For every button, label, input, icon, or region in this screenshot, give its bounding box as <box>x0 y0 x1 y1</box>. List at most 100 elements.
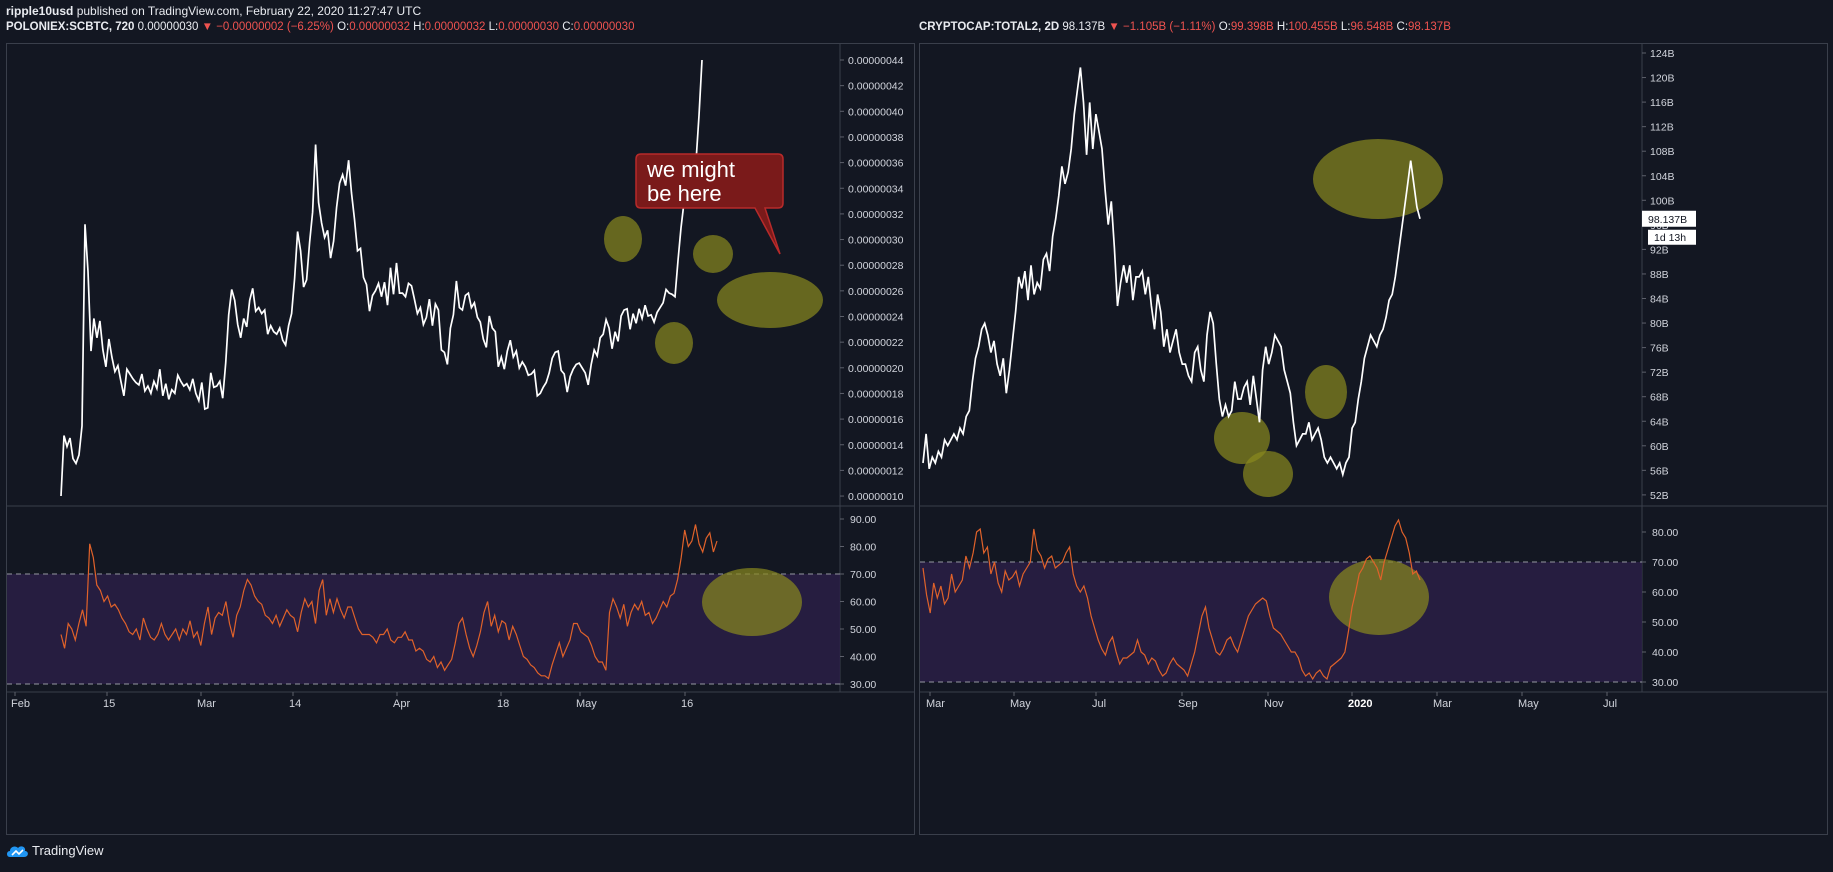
price-tick-label: 80B <box>1650 318 1669 330</box>
highlight-ellipse <box>1214 412 1270 464</box>
rsi-tick-label: 50.00 <box>1652 617 1678 629</box>
price-series-line <box>922 67 1421 478</box>
right-h-label: H: <box>1276 21 1289 33</box>
rsi-tick-label: 30.00 <box>850 679 876 691</box>
price-tick-label: 0.00000030 <box>848 235 904 247</box>
price-tick-label: 100B <box>1650 195 1675 207</box>
last-price-label: 98.137B <box>1648 214 1687 226</box>
right-change: ▼ −1.105B (−1.11%) <box>1108 21 1216 33</box>
price-tick-label: 0.00000022 <box>848 337 904 349</box>
left-h-label: H: <box>413 21 425 33</box>
left-close: 0.00000030 <box>573 21 635 33</box>
left-symbol[interactable]: POLONIEX:SCBTC, 720 <box>6 21 135 33</box>
countdown-box <box>1648 229 1696 245</box>
left-c-label: C: <box>562 21 574 33</box>
rsi-highlight-ellipse <box>1329 559 1429 635</box>
callout-text: be here <box>647 181 722 206</box>
right-c-label: C: <box>1396 21 1409 33</box>
right-legend: CRYPTOCAP:TOTAL2, 2D 98.137B ▼ −1.105B (… <box>919 21 1451 33</box>
price-tick-label: 0.00000028 <box>848 260 904 272</box>
price-tick-label: 108B <box>1650 146 1675 158</box>
author-name[interactable]: ripple10usd <box>6 4 74 18</box>
rsi-tick-label: 70.00 <box>850 569 876 581</box>
right-l-label: L: <box>1340 21 1351 33</box>
highlight-ellipse <box>693 235 733 273</box>
right-open: 99.398B <box>1230 21 1274 33</box>
rsi-tick-label: 60.00 <box>1652 587 1678 599</box>
left-low: 0.00000030 <box>498 21 559 33</box>
date-label: Sep <box>1178 698 1198 710</box>
highlight-ellipse <box>604 216 642 262</box>
date-label: Nov <box>1264 698 1284 710</box>
date-label: 16 <box>681 698 693 710</box>
date-label: Jul <box>1603 698 1617 710</box>
highlight-ellipse <box>1243 451 1293 497</box>
price-tick-label: 0.00000010 <box>848 491 904 503</box>
right-o-label: O: <box>1218 21 1231 33</box>
rsi-tick-label: 70.00 <box>1652 557 1678 569</box>
date-label: 15 <box>103 698 115 710</box>
price-tick-label: 104B <box>1650 171 1675 183</box>
cloud-logo-icon <box>7 845 28 857</box>
date-label: 18 <box>497 698 509 710</box>
price-tick-label: 60B <box>1650 441 1669 453</box>
right-high: 100.455B <box>1288 21 1338 33</box>
countdown-label: 1d 13h <box>1654 232 1686 244</box>
price-tick-label: 0.00000014 <box>848 440 904 452</box>
date-label: 14 <box>289 698 301 710</box>
price-tick-label: 116B <box>1650 97 1674 109</box>
date-label: Jul <box>1092 698 1106 710</box>
rsi-highlight-ellipse <box>702 568 802 636</box>
highlight-ellipse <box>717 272 823 328</box>
rsi-tick-label: 40.00 <box>850 652 876 664</box>
price-tick-label: 88B <box>1650 269 1669 281</box>
highlight-ellipse <box>1313 139 1443 219</box>
right-chart-svg[interactable]: 124B120B116B112B108B104B100B96B92B88B84B… <box>920 44 1827 834</box>
right-chart-panel[interactable]: 124B120B116B112B108B104B100B96B92B88B84B… <box>919 43 1828 835</box>
rsi-tick-label: 40.00 <box>1652 647 1678 659</box>
brand-name: TradingView <box>32 843 104 858</box>
last-price-marker <box>1642 210 1696 227</box>
highlight-ellipse <box>1305 365 1347 419</box>
price-tick-label: 120B <box>1650 73 1675 85</box>
right-close: 98.137B <box>1408 21 1451 33</box>
date-label: Mar <box>926 698 945 710</box>
left-chart-panel[interactable]: 0.00000044 0.00000042 0.00000040 0.00000038… <box>6 43 915 835</box>
price-tick-label: 0.00000036 <box>848 158 904 170</box>
price-tick-label: 0.00000012 <box>848 465 904 477</box>
left-l-label: L: <box>488 21 499 33</box>
price-tick-label: 124B <box>1650 48 1675 60</box>
rsi-tick-label: 80.00 <box>1652 527 1678 539</box>
rsi-tick-label: 60.00 <box>850 597 876 609</box>
price-tick-label: 92B <box>1650 244 1669 256</box>
tradingview-logo[interactable]: TradingView <box>6 843 104 858</box>
rsi-tick-label: 90.00 <box>850 514 876 526</box>
left-high: 0.00000032 <box>424 21 486 33</box>
highlight-ellipse <box>655 322 693 364</box>
left-legend: POLONIEX:SCBTC, 720 0.00000030 ▼ −0.0000… <box>6 21 634 33</box>
price-tick-label: 0.00000020 <box>848 363 904 375</box>
price-series-line <box>60 59 703 497</box>
right-symbol[interactable]: CRYPTOCAP:TOTAL2, 2D <box>919 21 1060 33</box>
callout-text: we might <box>646 157 735 182</box>
rsi-tick-label: 50.00 <box>850 624 876 636</box>
price-tick-label: 68B <box>1650 392 1669 404</box>
price-tick-label: 0.00000026 <box>848 286 904 298</box>
price-tick-label: 64B <box>1650 416 1669 428</box>
rsi-series-line <box>922 518 1421 681</box>
right-low: 96.548B <box>1350 21 1394 33</box>
callout-bubble <box>635 153 784 255</box>
right-last: 98.137B <box>1062 21 1106 33</box>
publish-info: published on TradingView.com, February 2… <box>76 4 422 18</box>
price-tick-label: 72B <box>1650 367 1669 379</box>
rsi-series-line <box>60 524 718 680</box>
date-label: Feb <box>11 698 30 710</box>
date-label: Mar <box>197 698 216 710</box>
publish-header: ripple10usd published on TradingView.com… <box>6 4 1826 18</box>
rsi-tick-label: 80.00 <box>850 542 876 554</box>
price-tick-label: 0.00000018 <box>848 388 904 400</box>
price-tick-label: 112B <box>1650 122 1674 134</box>
left-chart-svg[interactable]: 0.00000044 0.00000042 0.00000040 0.00000038… <box>7 44 914 834</box>
left-o-label: O: <box>337 21 350 33</box>
rsi-band <box>920 562 1642 682</box>
